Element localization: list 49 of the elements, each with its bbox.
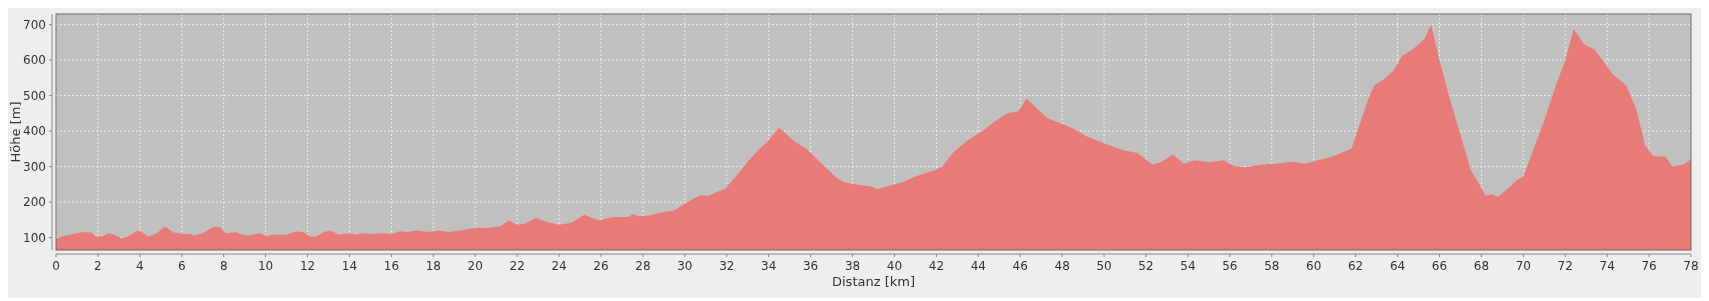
x-tick-label: 6 bbox=[177, 259, 186, 273]
x-tick-label: 46 bbox=[1012, 259, 1028, 273]
y-axis-title: Höhe [m] bbox=[8, 101, 23, 163]
x-tick-label: 20 bbox=[467, 259, 483, 273]
y-tick-label: 300 bbox=[23, 159, 46, 174]
x-tick-label: 22 bbox=[509, 259, 525, 273]
x-tick-label: 60 bbox=[1306, 259, 1322, 273]
x-tick-label: 74 bbox=[1599, 259, 1615, 273]
x-tick-label: 10 bbox=[257, 259, 274, 273]
x-tick-label: 76 bbox=[1641, 259, 1657, 273]
x-tick-label: 8 bbox=[219, 259, 228, 273]
x-tick-label: 18 bbox=[425, 259, 441, 273]
x-tick-label: 28 bbox=[635, 259, 651, 273]
x-tick-label: 68 bbox=[1473, 259, 1490, 273]
x-tick-label: 78 bbox=[1683, 259, 1699, 273]
x-tick-label: 62 bbox=[1347, 259, 1364, 273]
x-tick-label: 26 bbox=[593, 259, 609, 273]
y-tick-label: 100 bbox=[23, 230, 46, 245]
x-tick-label: 30 bbox=[677, 259, 693, 273]
x-tick-label: 48 bbox=[1054, 259, 1070, 273]
x-tick-label: 12 bbox=[299, 259, 316, 273]
x-tick-label: 4 bbox=[136, 259, 144, 273]
y-tick-label: 700 bbox=[23, 17, 46, 32]
x-tick-label: 58 bbox=[1264, 259, 1280, 273]
x-tick-label: 24 bbox=[551, 259, 567, 273]
x-tick-label: 2 bbox=[94, 259, 102, 273]
y-tick-label: 500 bbox=[23, 88, 46, 103]
x-tick-label: 38 bbox=[844, 259, 861, 273]
x-tick-label: 54 bbox=[1180, 259, 1196, 273]
x-tick-label: 72 bbox=[1557, 259, 1573, 273]
x-tick-label: 16 bbox=[383, 259, 400, 273]
x-tick-label: 64 bbox=[1389, 259, 1406, 273]
x-tick-label: 34 bbox=[761, 259, 777, 273]
x-tick-label: 70 bbox=[1515, 259, 1531, 273]
x-tick-label: 36 bbox=[802, 259, 819, 273]
x-tick-label: 52 bbox=[1138, 259, 1154, 273]
x-tick-label: 50 bbox=[1096, 259, 1112, 273]
x-tick-label: 32 bbox=[719, 259, 735, 273]
x-tick-label: 40 bbox=[886, 259, 903, 273]
x-tick-label: 42 bbox=[928, 259, 945, 273]
y-tick-label: 400 bbox=[23, 124, 46, 139]
x-tick-label: 66 bbox=[1431, 259, 1448, 273]
y-tick-label: 200 bbox=[23, 195, 46, 210]
x-tick-label: 0 bbox=[52, 259, 60, 273]
x-tick-label: 44 bbox=[970, 259, 986, 273]
x-axis-title: Distanz [km] bbox=[832, 274, 915, 289]
x-tick-label: 56 bbox=[1222, 259, 1238, 273]
y-tick-label: 600 bbox=[23, 53, 46, 68]
x-tick-label: 14 bbox=[341, 259, 358, 273]
